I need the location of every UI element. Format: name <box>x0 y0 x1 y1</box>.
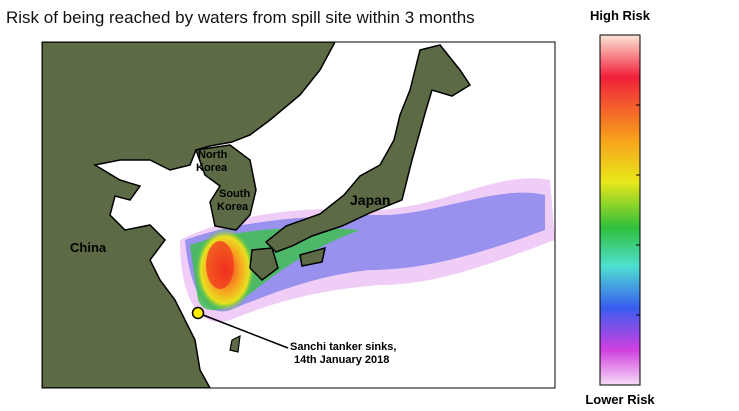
map-label: South <box>219 188 250 200</box>
map-label: North <box>198 149 228 161</box>
colorbar <box>599 34 641 386</box>
map-label: Korea <box>217 201 249 213</box>
map-label: Korea <box>196 162 228 174</box>
annotation: 14th January 2018 <box>294 354 389 366</box>
map <box>42 42 555 388</box>
map-label: China <box>70 240 107 255</box>
map-label: Japan <box>350 192 390 208</box>
colorbar-low-label: Lower Risk <box>585 392 655 407</box>
title: Risk of being reached by waters from spi… <box>6 8 475 27</box>
map-frame <box>41 41 556 389</box>
annotation: Sanchi tanker sinks, <box>290 341 396 353</box>
colorbar-high-label: High Risk <box>590 8 651 23</box>
colorbar-ticks <box>636 104 640 316</box>
